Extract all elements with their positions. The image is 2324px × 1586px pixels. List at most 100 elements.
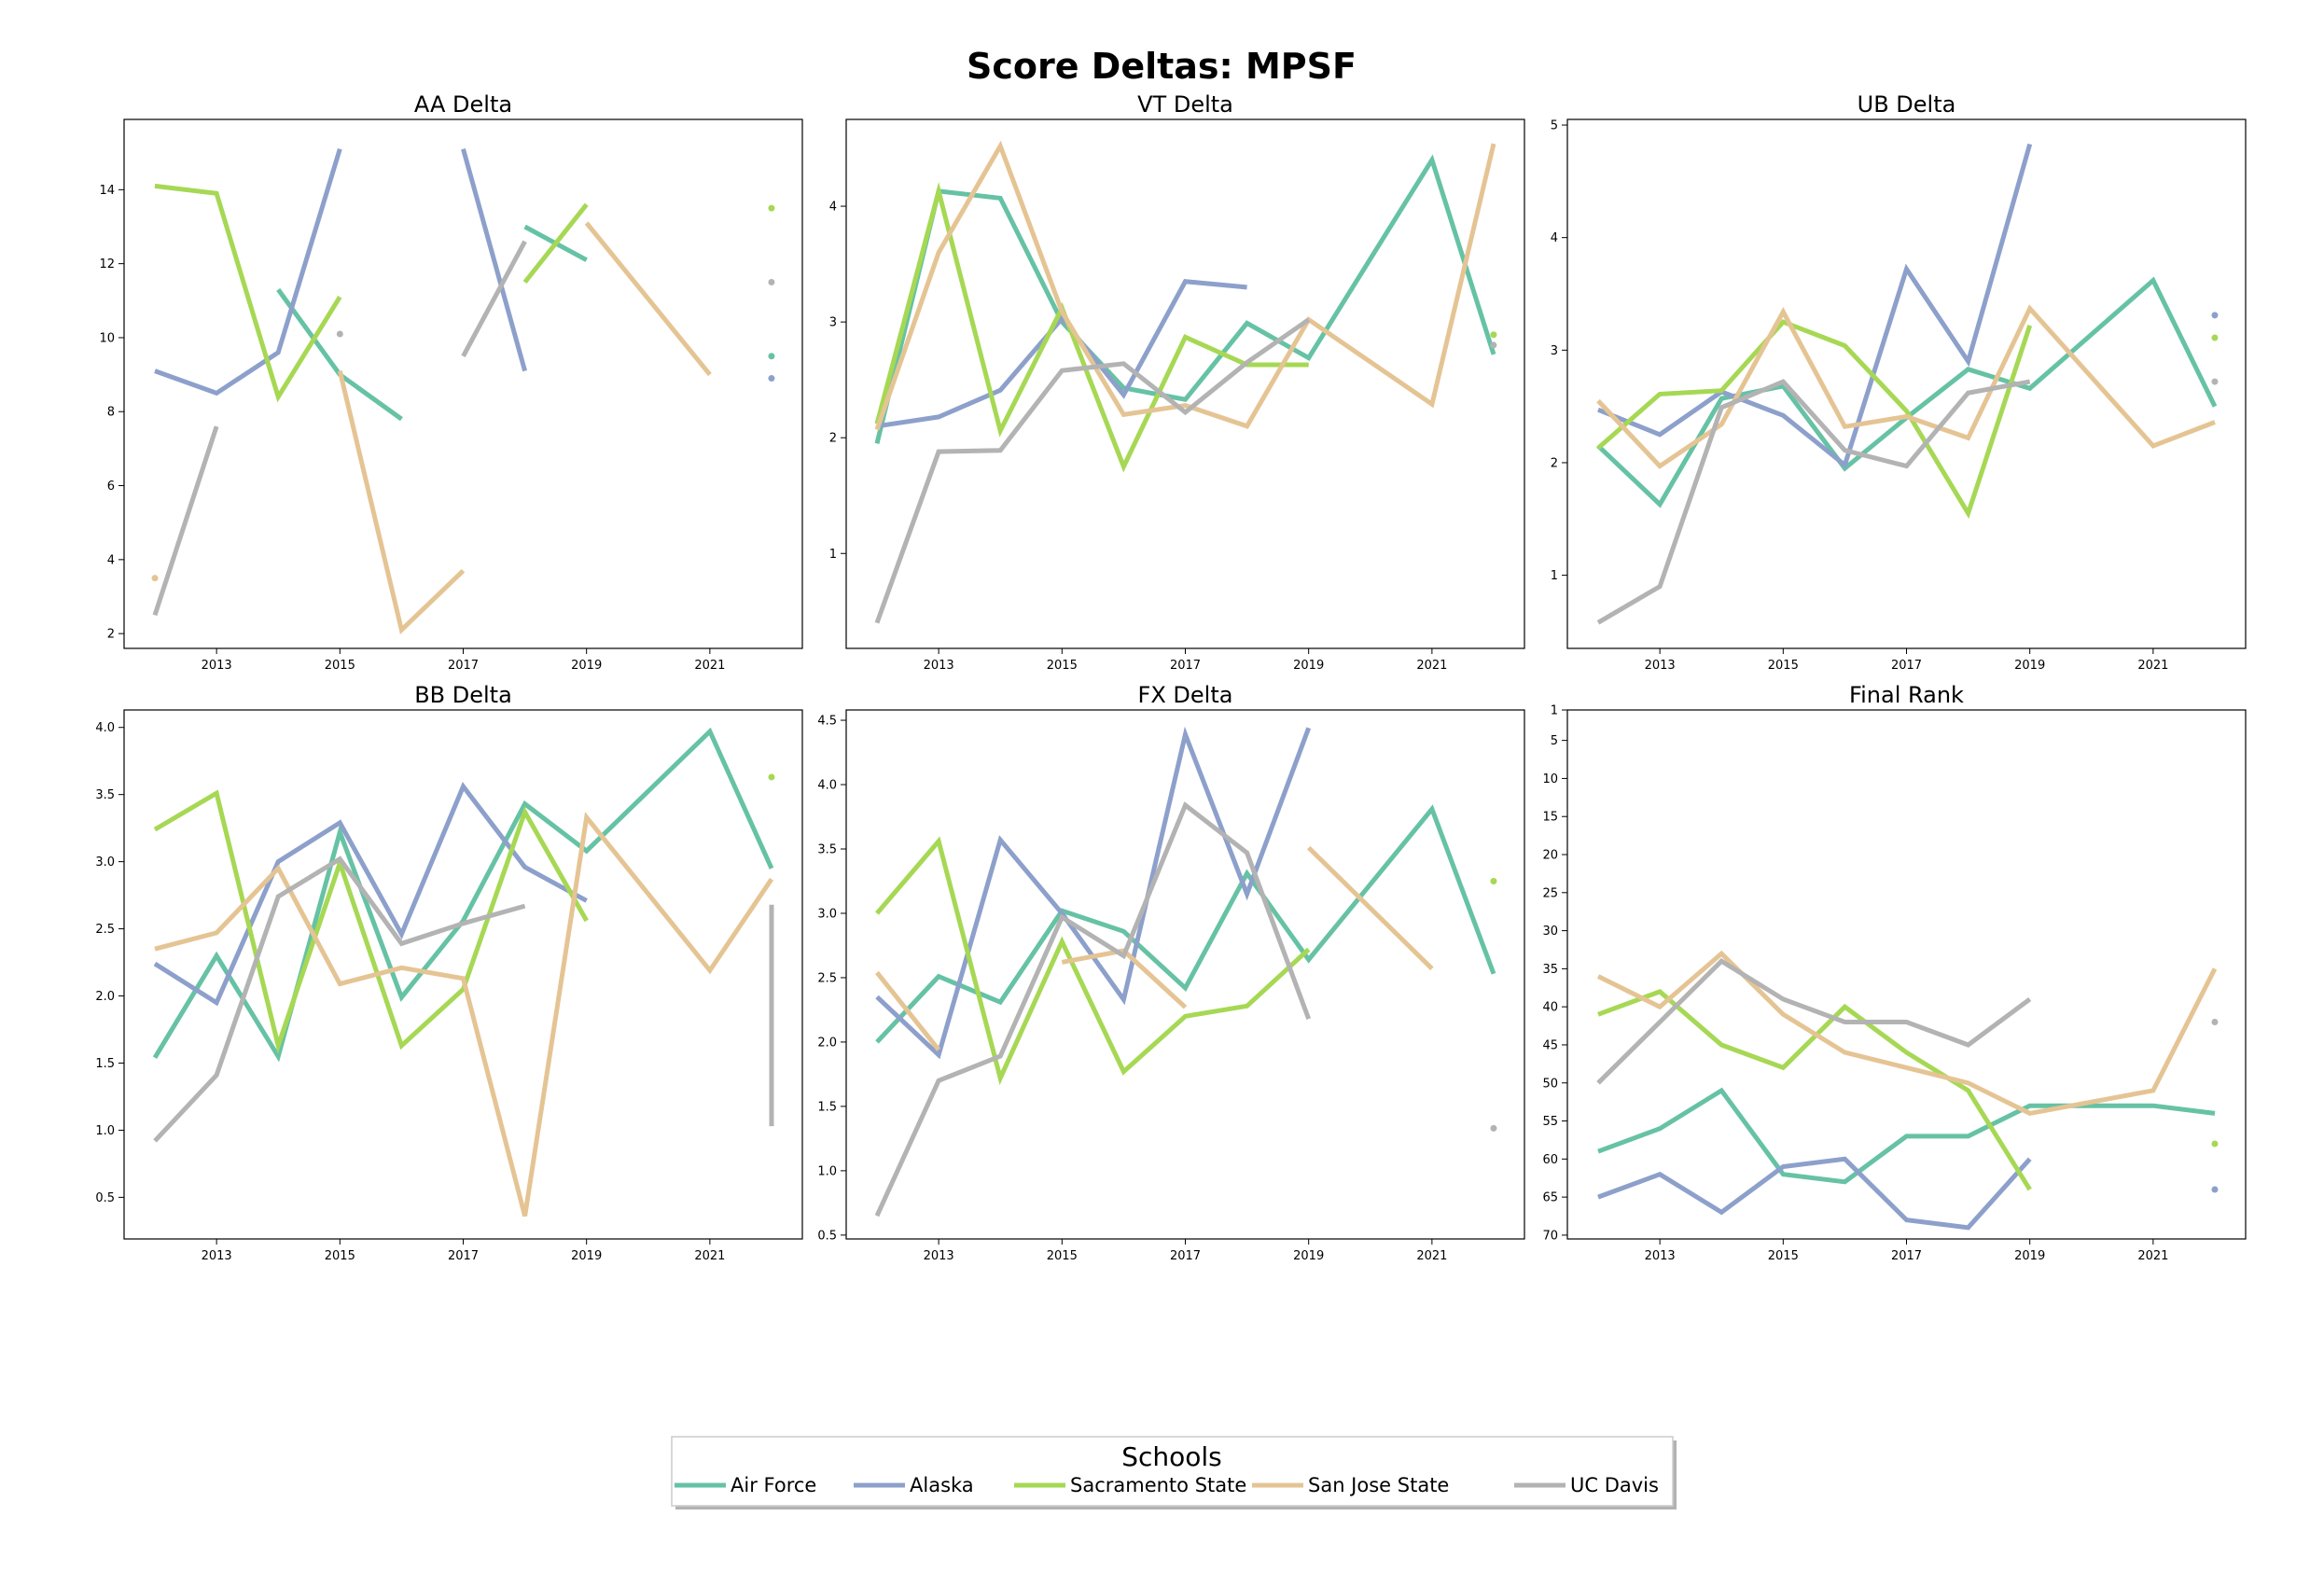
- line-alaska: [1597, 143, 2033, 469]
- y-tick-label: 2: [107, 628, 115, 642]
- plot-area-frame: [1566, 118, 2247, 649]
- line-sacramento-state: [153, 789, 589, 1054]
- point-air-force: [768, 353, 775, 360]
- y-tick-label: 2.0: [817, 1036, 837, 1050]
- y-tick-label: 3.0: [95, 856, 115, 870]
- x-tick-label: 2019: [2014, 659, 2045, 673]
- panel-bb-delta: BB Delta 2013 2015 2017 2019 2021 0.5 1.0 1.5 2.0…: [95, 682, 803, 1263]
- point-sacramento-state: [2211, 1140, 2219, 1148]
- x-tick-label: 2015: [1768, 1249, 1799, 1263]
- legend-label: San Jose State: [1308, 1474, 1449, 1496]
- y-tick-label: 3.5: [817, 842, 837, 856]
- plot-area-frame: [845, 118, 1525, 649]
- line-sacramento-state: [154, 183, 342, 403]
- point-alaska: [2211, 1186, 2219, 1193]
- y-tick-label: 4.0: [817, 779, 837, 793]
- y-tick-label: 1.0: [817, 1164, 837, 1178]
- legend-item-uc-davis: UC Davis: [1514, 1474, 1659, 1496]
- line-san-jose-state: [584, 221, 712, 377]
- legend-label: Air Force: [731, 1474, 816, 1496]
- panel-title-final-rank: Final Rank: [1849, 682, 1964, 708]
- line-sacramento-state: [522, 202, 589, 285]
- x-tick-label: 2013: [924, 659, 954, 673]
- panel-title-vt-delta: VT Delta: [1137, 91, 1233, 118]
- line-uc-davis: [153, 856, 526, 1143]
- point-sacramento-state: [1490, 331, 1497, 339]
- x-tick-label: 2017: [1891, 659, 1922, 673]
- point-alaska: [2211, 312, 2219, 319]
- legend-item-alaska: Alaska: [854, 1474, 974, 1496]
- line-uc-davis: [152, 425, 219, 617]
- line-air-force: [152, 727, 774, 1063]
- point-sacramento-state: [1490, 877, 1497, 884]
- y-tick-label: 65: [1542, 1191, 1558, 1205]
- x-tick-label: 2021: [1416, 1249, 1447, 1263]
- y-tick-label: 15: [1542, 811, 1558, 825]
- legend-label: Alaska: [910, 1474, 974, 1496]
- x-tick-label: 2019: [1293, 659, 1324, 673]
- line-air-force: [1597, 1087, 2216, 1185]
- legend-item-san-jose-state: San Jose State: [1252, 1474, 1449, 1496]
- y-tick-label: 3: [829, 316, 837, 330]
- y-tick-label: 3.0: [817, 907, 837, 921]
- legend-item-sacramento-state: Sacramento State: [1014, 1474, 1246, 1496]
- point-sacramento-state: [768, 204, 775, 212]
- panel-title-fx-delta: FX Delta: [1138, 682, 1233, 708]
- legend-items: Air Force Alaska Sacramento State San Jose …: [675, 1474, 1659, 1496]
- x-tick-label: 2021: [1416, 659, 1447, 673]
- x-tick-label: 2013: [924, 1249, 954, 1263]
- point-uc-davis: [336, 330, 343, 338]
- line-alaska: [153, 782, 588, 1007]
- y-tick-label: 5: [1551, 734, 1558, 748]
- x-tick-label: 2017: [448, 1249, 479, 1263]
- x-tick-label: 2013: [202, 1249, 232, 1263]
- x-tick-label: 2019: [571, 659, 602, 673]
- panel-fx-delta: FX Delta 2013 2015 2017 2019 2021 0.5 1.0 1.5 2.0…: [817, 682, 1525, 1263]
- x-tick-label: 2015: [325, 1249, 355, 1263]
- y-tick-label: 2.5: [95, 923, 115, 937]
- y-tick-label: 25: [1542, 886, 1558, 900]
- point-uc-davis: [768, 278, 775, 285]
- legend-label: Sacramento State: [1070, 1474, 1246, 1496]
- y-tick-label: 1: [1551, 704, 1558, 718]
- point-san-jose-state: [151, 575, 159, 582]
- point-uc-davis: [1490, 1124, 1497, 1132]
- y-tick-label: 70: [1542, 1229, 1558, 1243]
- line-alaska: [154, 147, 342, 396]
- line-san-jose-state: [1596, 304, 2216, 469]
- panel-title-bb-delta: BB Delta: [414, 682, 512, 708]
- point-alaska: [768, 375, 775, 383]
- panel-vt-delta: VT Delta 2013 2015 2017 2019 2021 1 2 3 4: [829, 91, 1525, 673]
- x-tick-label: 2019: [2014, 1249, 2045, 1263]
- x-tick-label: 2015: [1768, 659, 1799, 673]
- x-tick-label: 2013: [202, 659, 232, 673]
- x-tick-label: 2017: [1170, 659, 1201, 673]
- line-uc-davis: [1596, 379, 2031, 625]
- line-alaska: [461, 148, 528, 372]
- x-tick-label: 2013: [1645, 1249, 1676, 1263]
- y-tick-label: 3.5: [95, 788, 115, 802]
- line-sacramento-state: [875, 836, 1311, 1086]
- y-tick-label: 12: [99, 257, 115, 271]
- x-tick-label: 2021: [2137, 659, 2168, 673]
- y-tick-label: 1.5: [95, 1057, 115, 1071]
- legend-frame: [671, 1436, 1674, 1507]
- line-uc-davis: [1596, 958, 2032, 1085]
- y-tick-label: 45: [1542, 1038, 1558, 1052]
- y-tick-label: 3: [1551, 344, 1558, 358]
- line-air-force: [1596, 276, 2218, 508]
- y-tick-label: 4.0: [95, 721, 115, 735]
- y-tick-label: 60: [1542, 1153, 1558, 1167]
- y-tick-label: 55: [1542, 1115, 1558, 1129]
- x-tick-label: 2015: [325, 659, 355, 673]
- y-tick-label: 0.5: [817, 1229, 837, 1243]
- line-san-jose-state: [874, 140, 1496, 431]
- y-tick-label: 20: [1542, 849, 1558, 863]
- y-tick-label: 1.5: [817, 1100, 837, 1114]
- plot-area-frame: [123, 118, 803, 649]
- line-uc-davis: [874, 801, 1312, 1217]
- y-tick-label: 30: [1542, 925, 1558, 939]
- y-tick-label: 50: [1542, 1077, 1558, 1091]
- panel-title-ub-delta: UB Delta: [1858, 91, 1956, 118]
